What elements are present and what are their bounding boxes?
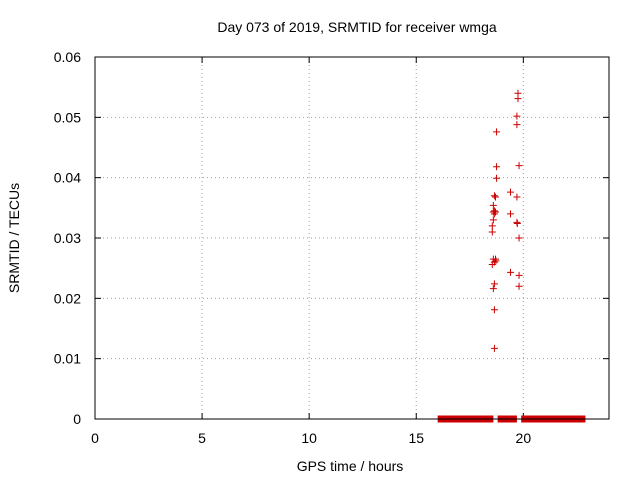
data-point — [513, 121, 521, 129]
data-point — [515, 234, 523, 242]
data-point — [490, 306, 498, 314]
y-tick-label: 0 — [73, 411, 81, 427]
data-point — [506, 210, 514, 218]
data-point — [490, 258, 498, 266]
data-point — [493, 128, 501, 136]
data-point — [515, 282, 523, 290]
chart-title: Day 073 of 2019, SRMTID for receiver wmg… — [217, 19, 497, 35]
plot-frame — [94, 56, 610, 420]
y-axis-label: SRMTID / TECUs — [6, 183, 22, 293]
data-point — [515, 271, 523, 279]
data-point — [491, 208, 499, 216]
y-tick-label: 0.01 — [54, 351, 81, 367]
data-point — [515, 162, 523, 170]
grid — [95, 57, 609, 419]
y-tick-label: 0.04 — [54, 170, 81, 186]
data-point — [490, 344, 498, 352]
y-tick-label: 0.06 — [54, 49, 81, 65]
data-point — [513, 112, 521, 120]
data-point — [489, 285, 497, 293]
x-tick-label: 15 — [408, 430, 424, 446]
x-tick-label: 20 — [516, 430, 532, 446]
data-point — [488, 228, 496, 236]
y-tick-label: 0.02 — [54, 290, 81, 306]
data-point — [492, 257, 500, 265]
data-point — [490, 192, 498, 200]
data-point — [488, 222, 496, 230]
y-tick-label: 0.05 — [54, 109, 81, 125]
data-point — [506, 188, 514, 196]
y-tick-label: 0.03 — [54, 230, 81, 246]
data-points — [488, 89, 523, 352]
data-point — [490, 280, 498, 288]
data-point — [490, 210, 498, 218]
data-point — [489, 216, 497, 224]
x-tick-labels: 0 5 10 15 20 — [91, 430, 531, 446]
y-tick-labels: 0 0.01 0.02 0.03 0.04 0.05 0.06 — [54, 49, 81, 427]
data-point — [489, 201, 497, 209]
data-point — [513, 220, 521, 228]
data-point — [493, 163, 501, 171]
x-axis-label: GPS time / hours — [297, 458, 404, 474]
data-point — [491, 193, 499, 201]
x-tick-label: 5 — [198, 430, 206, 446]
data-point — [514, 95, 522, 103]
data-point — [513, 193, 521, 201]
x-tick-label: 10 — [301, 430, 317, 446]
x-tick-label: 0 — [91, 430, 99, 446]
data-point — [493, 174, 501, 182]
data-point — [506, 268, 514, 276]
